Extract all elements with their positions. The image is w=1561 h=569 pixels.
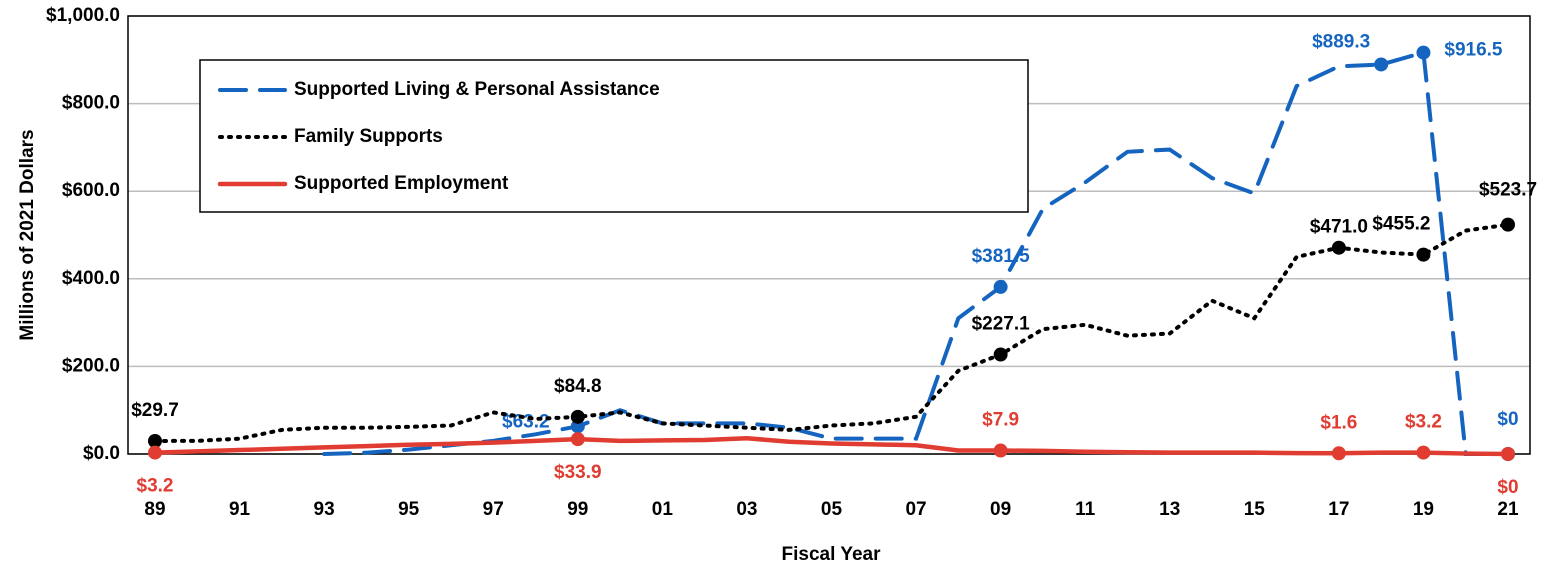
point-marker — [1501, 217, 1515, 232]
point-marker — [1416, 247, 1431, 262]
x-tick-label: 15 — [1244, 499, 1266, 520]
point-marker — [993, 443, 1008, 458]
data-label: $33.9 — [554, 462, 602, 483]
series-line — [152, 435, 1511, 457]
point-marker — [1374, 57, 1389, 72]
x-tick-label: 99 — [567, 499, 588, 520]
y-tick-label: $0.0 — [83, 443, 120, 464]
x-tick-label: 05 — [821, 499, 843, 520]
data-label: $455.2 — [1372, 214, 1430, 235]
point-marker — [1331, 240, 1346, 255]
point-marker — [993, 279, 1008, 294]
point-marker — [570, 409, 585, 424]
data-label: $84.8 — [554, 376, 602, 397]
data-label: $63.2 — [502, 411, 550, 432]
x-tick-label: 07 — [905, 499, 926, 520]
x-tick-label: 13 — [1159, 499, 1180, 520]
x-tick-label: 89 — [144, 499, 165, 520]
point-marker — [570, 432, 585, 447]
y-tick-label: $200.0 — [62, 355, 120, 376]
data-label: $0 — [1497, 477, 1518, 498]
x-tick-label: 91 — [229, 499, 251, 520]
point-marker — [148, 445, 162, 460]
point-marker — [1501, 447, 1515, 461]
data-label: $0 — [1497, 409, 1518, 430]
legend-label: Supported Living & Personal Assistance — [294, 79, 660, 100]
x-tick-label: 95 — [398, 499, 420, 520]
x-tick-label: 09 — [990, 499, 1011, 520]
y-tick-label: $800.0 — [62, 93, 120, 114]
data-label: $381.5 — [972, 246, 1031, 267]
data-label: $3.2 — [137, 476, 174, 497]
point-marker — [1416, 445, 1431, 460]
data-label: $29.7 — [131, 400, 179, 421]
y-tick-label: $1,000.0 — [46, 5, 120, 26]
y-tick-label: $600.0 — [62, 180, 120, 201]
point-marker — [1331, 446, 1346, 461]
data-label: $227.1 — [972, 314, 1031, 335]
x-tick-label: 11 — [1075, 499, 1096, 520]
x-tick-label: 19 — [1413, 499, 1434, 520]
y-tick-label: $400.0 — [62, 268, 120, 289]
data-label: $471.0 — [1310, 217, 1368, 238]
data-label: $3.2 — [1405, 412, 1442, 433]
data-label: $523.7 — [1479, 180, 1537, 201]
data-label: $1.6 — [1320, 412, 1357, 433]
series-line — [153, 222, 1510, 443]
y-axis-label: Millions of 2021 Dollars — [17, 129, 38, 340]
x-tick-label: 17 — [1328, 499, 1349, 520]
legend: Supported Living & Personal Assistance Fa… — [199, 59, 1029, 213]
legend-label: Supported Employment — [294, 173, 509, 194]
legend-box — [199, 59, 1029, 213]
plot-frame — [127, 15, 1531, 455]
x-tick-label: 01 — [652, 499, 674, 520]
x-tick-label: 21 — [1497, 499, 1519, 520]
x-tick-label: 97 — [483, 499, 504, 520]
x-tick-label: 93 — [314, 499, 335, 520]
x-tick-label: 03 — [736, 499, 757, 520]
data-label: $916.5 — [1444, 40, 1503, 61]
data-label: $7.9 — [982, 410, 1019, 431]
point-marker — [1416, 45, 1431, 60]
series-line — [322, 50, 1510, 456]
point-marker — [993, 347, 1008, 362]
x-axis-label: Fiscal Year — [782, 544, 882, 565]
data-label: $889.3 — [1312, 32, 1370, 53]
legend-label: Family Supports — [294, 126, 443, 147]
point-marker — [148, 433, 162, 448]
